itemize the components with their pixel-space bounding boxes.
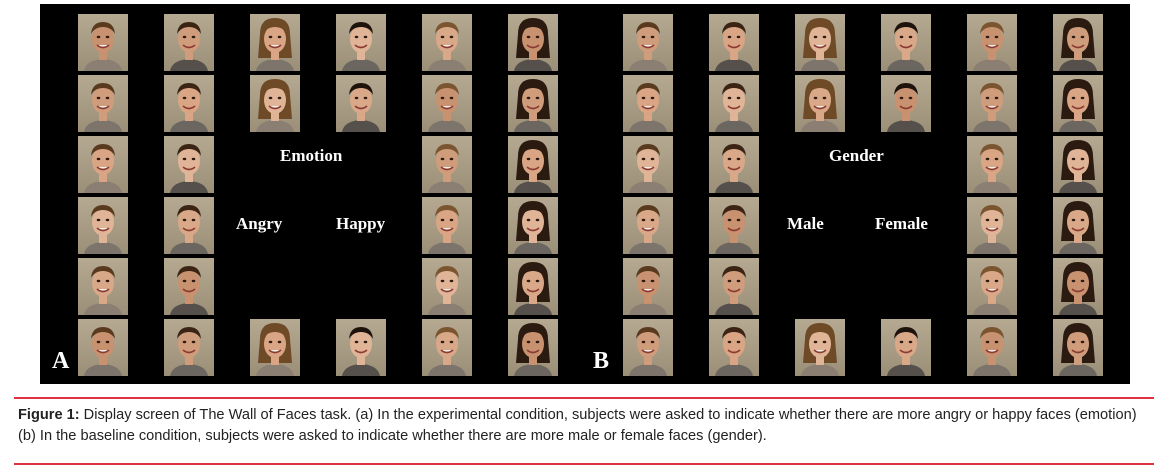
option-right-label: Female: [875, 214, 928, 233]
face-photo: [1053, 136, 1103, 193]
face-photo: [508, 197, 558, 254]
face-photo: [709, 258, 759, 315]
face-photo: [164, 14, 214, 71]
face-photo: [967, 14, 1017, 71]
face-photo: [1053, 319, 1103, 376]
face-photo: [1053, 197, 1103, 254]
panel-b: Gender Male Female B: [585, 4, 1130, 384]
face-photo: [967, 75, 1017, 132]
face-photo: [250, 319, 300, 376]
category-label: Emotion: [280, 146, 343, 165]
face-photo: [623, 136, 673, 193]
face-photo: [164, 319, 214, 376]
face-photo: [336, 319, 386, 376]
face-photo: [881, 75, 931, 132]
face-photo: [164, 197, 214, 254]
face-photo: [78, 136, 128, 193]
face-photo: [78, 14, 128, 71]
caption-text: Display screen of The Wall of Faces task…: [18, 407, 1137, 444]
face-photo: [795, 319, 845, 376]
face-photo: [422, 258, 472, 315]
face-photo: [250, 75, 300, 132]
face-photo: [623, 319, 673, 376]
face-photo: [164, 136, 214, 193]
caption-top-rule: [14, 397, 1154, 399]
face-photo: [795, 14, 845, 71]
face-photo: [881, 319, 931, 376]
caption-bottom-rule: [14, 463, 1154, 465]
face-photo: [623, 75, 673, 132]
option-left-label: Male: [787, 214, 824, 233]
face-photo: [508, 75, 558, 132]
wall-of-faces-figure: Emotion Angry Happy A Gender Male Female…: [40, 4, 1130, 384]
option-right-label: Happy: [336, 214, 386, 233]
face-photo: [709, 75, 759, 132]
face-photo: [508, 136, 558, 193]
face-photo: [1053, 75, 1103, 132]
face-photo: [709, 136, 759, 193]
panel-letter: B: [593, 348, 610, 374]
face-photo: [795, 75, 845, 132]
panel-letter: A: [52, 348, 70, 374]
face-photo: [78, 319, 128, 376]
figure-caption: Figure 1: Display screen of The Wall of …: [18, 405, 1154, 447]
face-photo: [78, 258, 128, 315]
face-photo: [623, 197, 673, 254]
option-left-label: Angry: [236, 214, 283, 233]
face-photo: [250, 14, 300, 71]
face-photo: [336, 14, 386, 71]
face-photo: [336, 75, 386, 132]
face-photo: [967, 197, 1017, 254]
face-photo: [78, 197, 128, 254]
category-label: Gender: [829, 146, 884, 165]
face-photo: [709, 197, 759, 254]
face-photo: [422, 197, 472, 254]
panel-a: Emotion Angry Happy A: [40, 4, 585, 384]
face-photo: [1053, 14, 1103, 71]
face-photo: [967, 258, 1017, 315]
face-photo: [508, 319, 558, 376]
face-photo: [623, 14, 673, 71]
face-photo: [623, 258, 673, 315]
face-photo: [881, 14, 931, 71]
face-photo: [422, 14, 472, 71]
face-photo: [967, 136, 1017, 193]
face-photo: [422, 319, 472, 376]
face-photo: [508, 14, 558, 71]
face-photo: [709, 319, 759, 376]
face-photo: [709, 14, 759, 71]
caption-label: Figure 1:: [18, 407, 80, 423]
face-photo: [1053, 258, 1103, 315]
face-photo: [78, 75, 128, 132]
face-photo: [164, 258, 214, 315]
face-photo: [422, 136, 472, 193]
face-photo: [164, 75, 214, 132]
face-photo: [422, 75, 472, 132]
face-photo: [967, 319, 1017, 376]
face-photo: [508, 258, 558, 315]
